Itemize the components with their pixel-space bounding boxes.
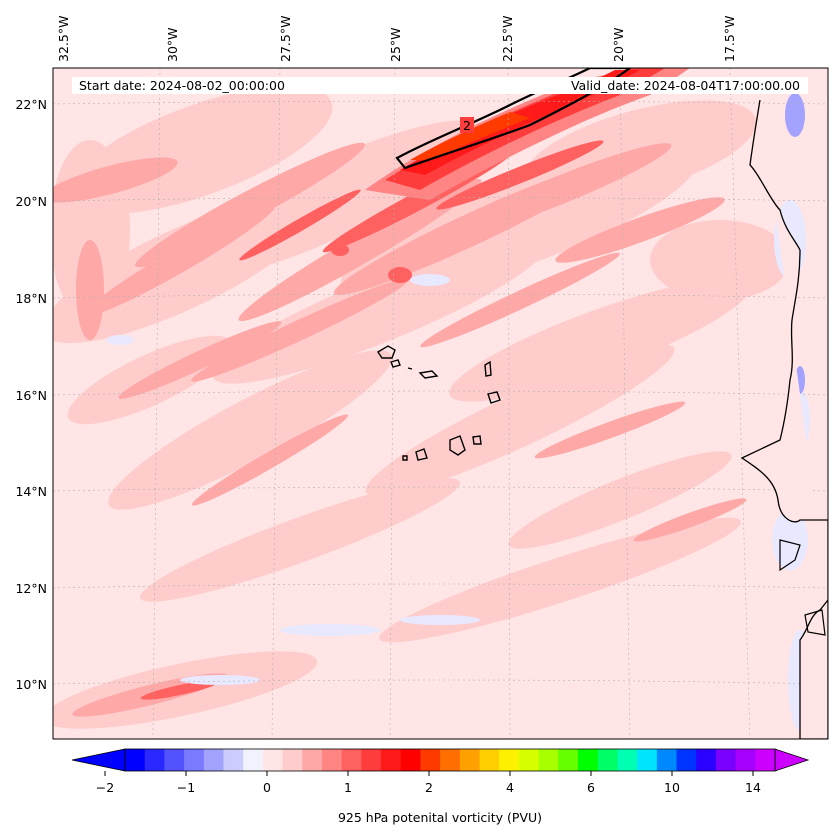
colorbar-segment — [558, 749, 579, 771]
colorbar-segment — [400, 749, 421, 771]
colorbar-segment — [164, 749, 185, 771]
colorbar-segment — [578, 749, 599, 771]
graticule — [53, 68, 828, 739]
colorbar-segment — [144, 749, 165, 771]
map-panel: 2 Start date: 2024-08-02_00:00:00 Valid_… — [53, 68, 828, 739]
colorbar-over-arrow — [775, 749, 808, 771]
colorbar-segment — [637, 749, 658, 771]
colorbar-segment — [499, 749, 520, 771]
lon-tick-label: 22.5°W — [500, 16, 515, 62]
lon-tick-label: 30°W — [165, 27, 180, 62]
colorbar-segment — [381, 749, 402, 771]
colorbar-segment — [518, 749, 540, 771]
valid-date-label: Valid_date: 2024-08-04T17:00:00.00 — [571, 78, 800, 93]
lon-tick-label: 32.5°W — [56, 16, 71, 62]
lat-tick-labels: 22°N 20°N 18°N 16°N 14°N 12°N 10°N — [15, 97, 47, 692]
colorbar-segment — [597, 749, 618, 771]
colorbar-segment — [715, 749, 737, 771]
colorbar-segment — [420, 749, 441, 771]
map-frame — [52, 67, 829, 740]
colorbar-tick-label: −1 — [177, 780, 195, 795]
colorbar-segment — [676, 749, 697, 771]
colorbar-tick-labels: −2 −1 0 1 2 4 6 10 14 — [96, 780, 761, 795]
colorbar-segment — [184, 749, 205, 771]
colorbar-segment — [735, 749, 756, 771]
colorbar-segments — [125, 749, 776, 771]
colorbar-tick-label: 1 — [344, 780, 352, 795]
lat-tick-label: 20°N — [15, 194, 47, 209]
colorbar-segment — [262, 749, 284, 771]
colorbar-segment — [243, 749, 264, 771]
colorbar-segment — [617, 749, 638, 771]
pv-negative-strong — [785, 93, 805, 394]
lat-tick-label: 14°N — [15, 484, 47, 499]
lat-tick-label: 18°N — [15, 291, 47, 306]
colorbar-segment — [459, 749, 481, 771]
lat-tick-label: 12°N — [15, 581, 47, 596]
lon-tick-label: 27.5°W — [278, 16, 293, 62]
colorbar-tick-label: 10 — [664, 780, 680, 795]
colorbar-tick-label: −2 — [96, 780, 114, 795]
africa-coast-islands — [779, 539, 826, 636]
colorbar-segment — [223, 749, 244, 771]
lat-tick-label: 16°N — [15, 388, 47, 403]
colorbar-under-arrow — [72, 749, 125, 771]
colorbar: −2 −1 0 1 2 4 6 10 14 925 hPa potenital … — [71, 748, 810, 825]
header-strip — [72, 77, 808, 94]
colorbar-segment — [440, 749, 461, 771]
colorbar-tick-label: 14 — [745, 780, 761, 795]
colorbar-segment — [125, 749, 146, 771]
cape-verde-islands — [377, 345, 501, 461]
colorbar-arrow-outline — [71, 748, 126, 772]
lon-tick-label: 20°W — [611, 27, 626, 62]
lat-tick-label: 10°N — [15, 677, 47, 692]
colorbar-segment — [203, 749, 224, 771]
colorbar-segment — [755, 749, 776, 771]
colorbar-tick-label: 4 — [506, 780, 514, 795]
colorbar-segment — [321, 749, 343, 771]
colorbar-segment — [282, 749, 303, 771]
colorbar-arrow-outline — [774, 748, 810, 772]
africa-coastline — [740, 99, 828, 739]
lon-tick-label: 25°W — [388, 27, 403, 62]
lat-tick-label: 22°N — [15, 97, 47, 112]
colorbar-segment — [656, 749, 678, 771]
pv-medium-contours — [53, 142, 747, 717]
lon-tick-label: 17.5°W — [722, 16, 737, 62]
colorbar-segment — [361, 749, 382, 771]
colorbar-segment — [696, 749, 717, 771]
colorbar-title: 925 hPa potenital vorticity (PVU) — [338, 810, 542, 825]
start-date-label: Start date: 2024-08-02_00:00:00 — [79, 78, 285, 93]
colorbar-tick-label: 6 — [587, 780, 595, 795]
colorbar-segment — [538, 749, 559, 771]
colorbar-tick-label: 0 — [263, 780, 271, 795]
contour-label: 2 — [463, 118, 471, 133]
colorbar-ticks — [104, 771, 754, 776]
lon-tick-labels: 32.5°W 30°W 27.5°W 25°W 22.5°W 20°W 17.5… — [56, 16, 737, 62]
colorbar-tick-label: 2 — [425, 780, 433, 795]
colorbar-segment — [302, 749, 323, 771]
colorbar-segment — [479, 749, 500, 771]
colorbar-segment — [341, 749, 362, 771]
